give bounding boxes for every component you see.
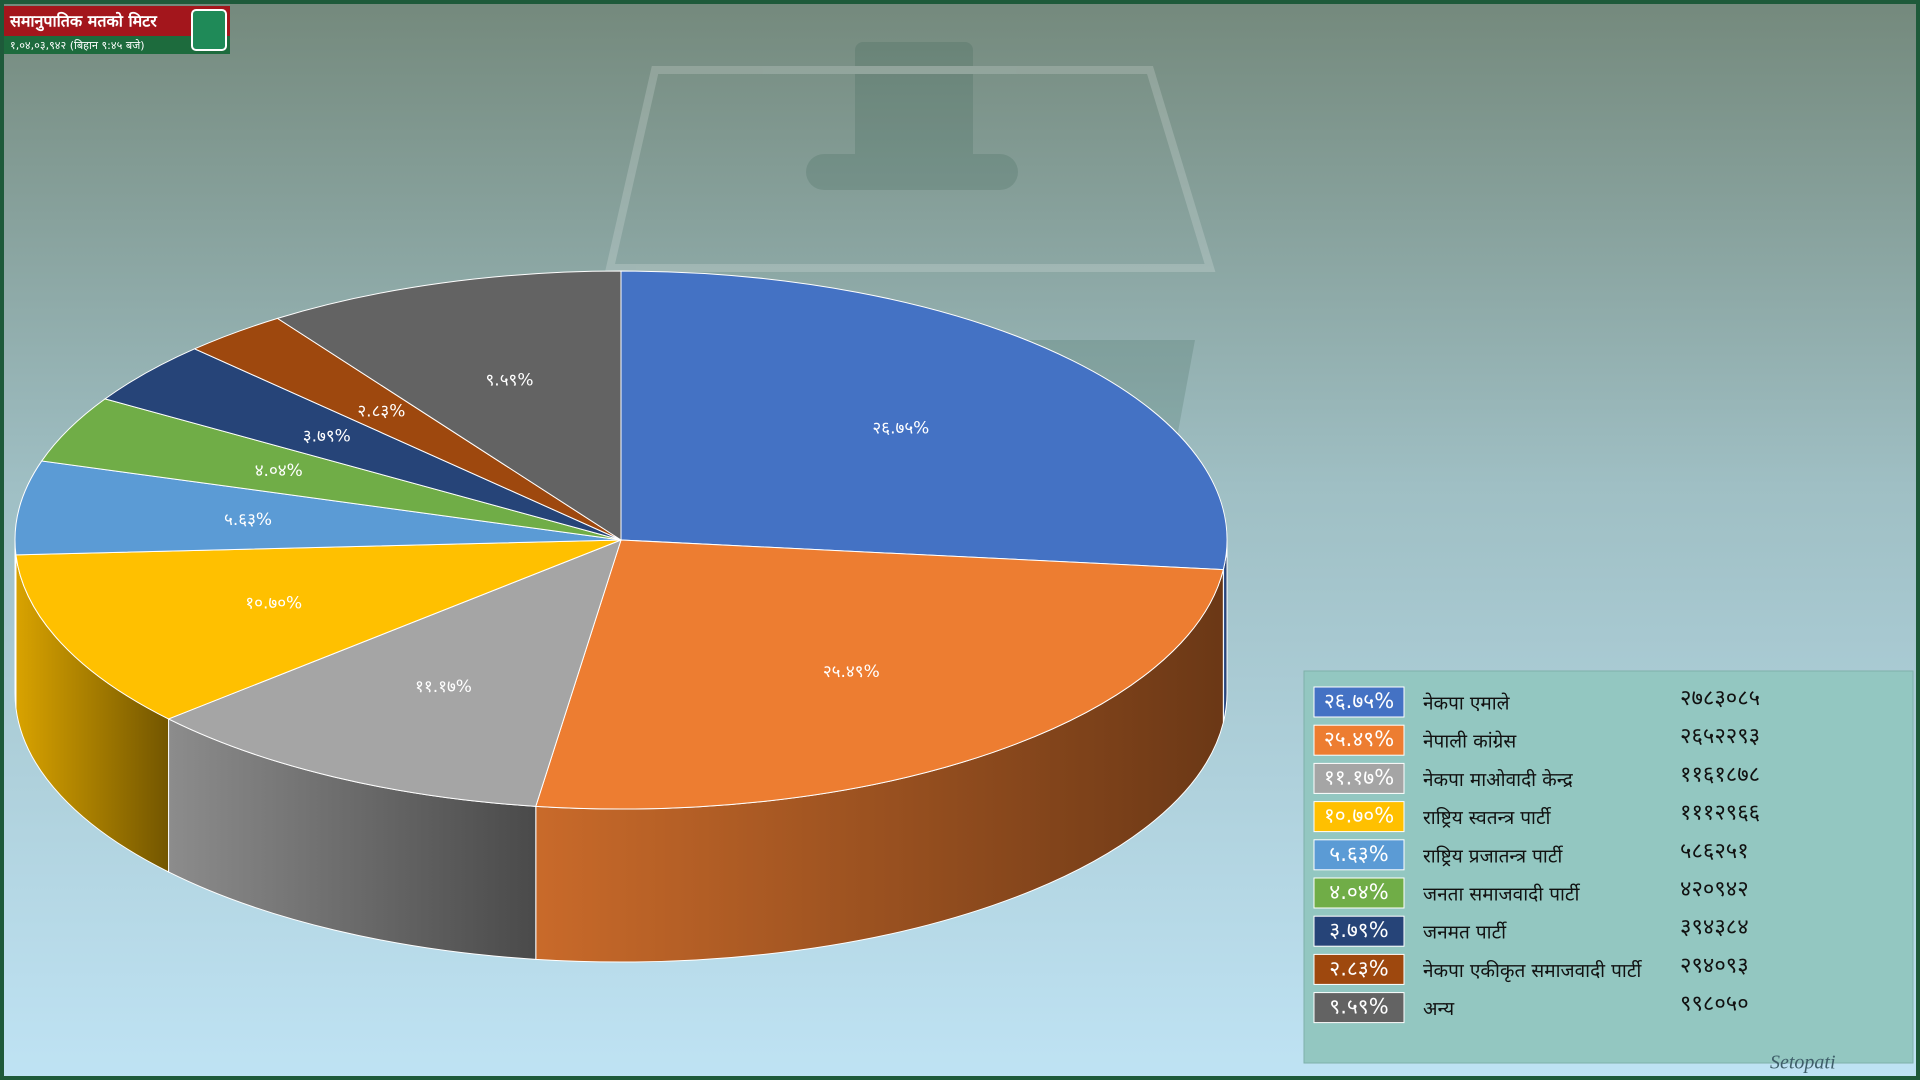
legend-label: नेकपा एमाले [1423, 692, 1511, 715]
legend-swatch [1313, 877, 1405, 909]
legend-votes: १११२९६६ [1680, 801, 1760, 826]
legend-votes: ११६१८७८ [1680, 762, 1760, 787]
legend-percent: ११.१७% [1324, 765, 1394, 789]
legend-swatch [1313, 915, 1405, 947]
legend-label: जनमत पार्टी [1423, 921, 1507, 944]
data-label: २.८३% [357, 402, 405, 422]
legend-swatch [1313, 762, 1405, 794]
legend-label: जनता समाजवादी पार्टी [1423, 883, 1580, 906]
data-label: ३.७९% [303, 426, 351, 446]
data-label: ९.५९% [485, 371, 533, 391]
legend-swatch [1313, 839, 1405, 871]
data-label: १०.७०% [245, 594, 302, 614]
ballot-icon [191, 9, 227, 51]
legend-swatch [1313, 992, 1405, 1024]
brand: Setopati [1770, 1052, 1836, 1074]
legend-percent: २६.७५% [1324, 689, 1394, 713]
legend-percent: ३.७९% [1329, 918, 1388, 942]
legend-percent: ९.५९% [1329, 995, 1388, 1019]
header-subtitle-bg [4, 36, 230, 54]
pie-slice [620, 270, 1228, 571]
legend-label: राष्ट्रिय प्रजातन्त्र पार्टी [1423, 844, 1563, 867]
pie-slice [14, 460, 622, 556]
legend-swatch [1313, 724, 1405, 756]
legend-swatch [1313, 953, 1405, 985]
data-label: ११.१७% [415, 677, 472, 697]
data-label: ४.०४% [255, 461, 303, 481]
header-subtitle: १,०४,०३,९४२ (बिहान ९:४५ बजे) [10, 39, 145, 52]
legend-percent: ४.०४% [1329, 880, 1388, 904]
legend-percent: १०.७०% [1324, 804, 1394, 828]
legend-label: नेकपा माओवादी केन्द्र [1423, 768, 1574, 791]
legend-label: राष्ट्रिय स्वतन्त्र पार्टी [1423, 806, 1552, 829]
legend-votes: ४२०९४२ [1680, 877, 1749, 902]
legend-percent: २.८३% [1329, 956, 1388, 980]
pie-slice [535, 539, 1224, 810]
legend-votes: ९९८०५० [1680, 992, 1749, 1017]
legend-votes: २७८३०८५ [1680, 686, 1760, 711]
legend-swatch [1313, 686, 1405, 718]
legend-votes: २६५२२९३ [1680, 724, 1760, 749]
data-label: २५.४९% [823, 662, 880, 682]
legend-box [1303, 670, 1914, 1064]
legend-label: नेकपा एकीकृत समाजवादी पार्टी [1423, 959, 1642, 983]
data-label: २६.७५% [872, 419, 929, 439]
legend-label: अन्य [1423, 998, 1455, 1020]
legend-swatch [1313, 801, 1405, 833]
legend-percent: ५.६३% [1329, 842, 1388, 866]
header-title: समानुपातिक मतको मिटर [9, 12, 158, 32]
legend-votes: २९४०९३ [1680, 953, 1749, 978]
pie-slice [15, 539, 622, 720]
data-label: ५.६३% [224, 510, 272, 530]
pie-slice [167, 539, 622, 807]
legend-label: नेपाली कांग्रेस [1423, 730, 1517, 753]
legend-percent: २५.४९% [1324, 727, 1394, 751]
legend-votes: ५८६२५१ [1680, 839, 1749, 864]
legend-votes: ३९४३८४ [1680, 915, 1749, 940]
slice-side [14, 539, 17, 708]
pie-slice [276, 270, 622, 541]
